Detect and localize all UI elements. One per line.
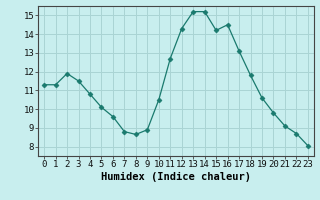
X-axis label: Humidex (Indice chaleur): Humidex (Indice chaleur): [101, 172, 251, 182]
